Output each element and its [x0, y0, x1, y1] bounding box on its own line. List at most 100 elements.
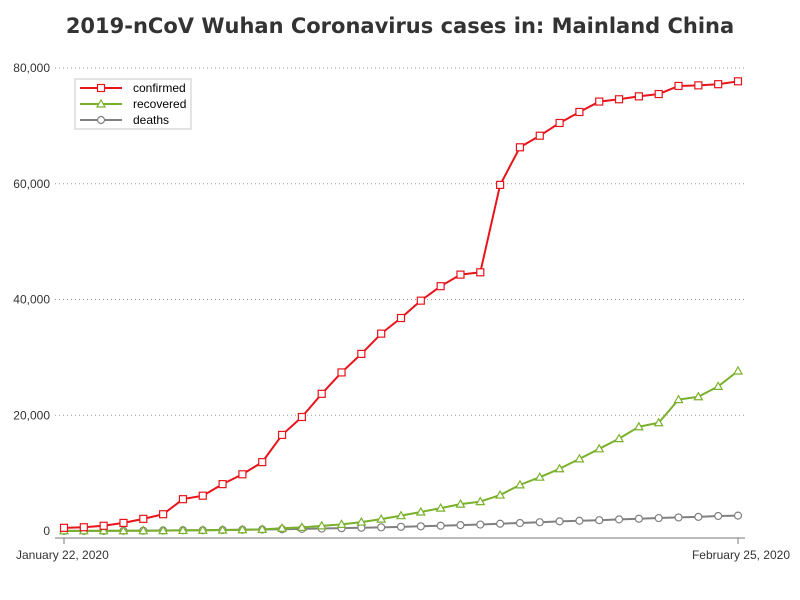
data-point-recovered: [495, 489, 506, 499]
data-point-deaths: [714, 511, 723, 521]
data-point-recovered: [614, 433, 625, 443]
data-point-confirmed: [79, 523, 88, 532]
data-point-recovered: [455, 498, 466, 508]
data-point-recovered: [237, 524, 248, 534]
data-point-confirmed: [634, 92, 643, 101]
data-point-recovered: [197, 525, 208, 534]
data-point-recovered: [336, 519, 347, 528]
data-point-confirmed: [396, 313, 406, 323]
y-tick-label: 40,000: [13, 293, 50, 307]
data-point-deaths: [694, 512, 703, 521]
data-point-confirmed: [139, 514, 148, 523]
data-point-confirmed: [337, 368, 346, 377]
data-point-recovered: [316, 520, 327, 530]
data-point-deaths: [614, 515, 624, 524]
gridlines: [55, 67, 745, 416]
data-point-recovered: [277, 523, 288, 532]
data-point-confirmed: [377, 329, 386, 338]
data-point-deaths: [416, 522, 425, 531]
data-point-recovered: [435, 502, 446, 512]
data-point-deaths: [733, 511, 743, 520]
data-point-deaths: [456, 521, 465, 530]
data-point-deaths: [535, 518, 544, 527]
data-point-recovered: [673, 394, 684, 404]
data-point-confirmed: [99, 521, 108, 530]
data-point-recovered: [118, 525, 129, 535]
data-point-recovered: [514, 479, 525, 489]
y-axis-ticks: 0 20,000 40,000 60,000 80,000: [13, 61, 50, 538]
data-point-recovered: [98, 525, 109, 535]
data-point-confirmed: [436, 282, 445, 291]
data-point-confirmed: [614, 95, 624, 104]
x-tick-label: January 22, 2020: [16, 548, 109, 562]
data-point-confirmed: [119, 518, 128, 527]
legend-marker: [96, 83, 106, 93]
data-point-recovered: [177, 525, 188, 535]
data-point-deaths: [595, 516, 604, 525]
data-point-recovered: [158, 525, 169, 535]
data-point-recovered: [356, 516, 367, 526]
data-point-deaths: [436, 521, 445, 530]
data-point-confirmed: [733, 77, 743, 86]
data-point-confirmed: [258, 458, 267, 467]
data-point-confirmed: [714, 80, 723, 89]
chart-title: 2019-nCoV Wuhan Coronavirus cases in: Ma…: [66, 14, 734, 38]
data-point-confirmed: [456, 270, 465, 279]
data-point-recovered: [376, 513, 387, 523]
legend-item-confirmed: confirmed: [80, 81, 186, 95]
data-point-recovered: [415, 506, 426, 516]
data-point-recovered: [475, 496, 486, 506]
legend-item-deaths: deaths: [80, 113, 169, 127]
data-point-recovered: [217, 524, 228, 534]
legend-item-recovered: recovered: [80, 97, 186, 111]
data-point-confirmed: [535, 131, 544, 140]
data-point-recovered: [594, 443, 605, 453]
series-line-confirmed: [63, 80, 739, 529]
x-axis: January 22, 2020 February 25, 2020: [16, 537, 790, 562]
data-point-confirmed: [218, 480, 227, 489]
data-point-confirmed: [59, 523, 69, 532]
data-point-recovered: [653, 417, 664, 427]
data-point-recovered: [395, 510, 407, 520]
data-point-recovered: [732, 365, 744, 375]
data-point-confirmed: [416, 296, 425, 305]
legend: confirmed recovered deaths: [74, 78, 192, 130]
data-point-confirmed: [515, 143, 525, 152]
data-point-confirmed: [159, 510, 168, 519]
data-point-recovered: [534, 471, 545, 481]
data-point-confirmed: [178, 495, 188, 504]
x-tick-label: February 25, 2020: [692, 548, 790, 562]
data-point-confirmed: [476, 268, 485, 277]
y-tick-label: 20,000: [13, 408, 50, 422]
data-point-deaths: [476, 520, 485, 529]
data-point-recovered: [257, 524, 268, 533]
data-point-recovered: [138, 525, 149, 535]
legend-label: confirmed: [133, 81, 186, 95]
data-point-deaths: [674, 513, 683, 522]
data-point-deaths: [377, 523, 386, 532]
legend-marker: [95, 98, 107, 108]
legend-marker: [96, 115, 106, 125]
data-point-confirmed: [654, 89, 663, 99]
data-point-confirmed: [555, 118, 564, 128]
legend-label: deaths: [133, 113, 169, 127]
y-tick-label: 60,000: [13, 177, 50, 191]
data-point-recovered: [633, 421, 644, 431]
y-tick-label: 0: [43, 524, 50, 538]
data-point-deaths: [634, 514, 643, 523]
y-tick-label: 80,000: [13, 61, 50, 75]
data-point-confirmed: [317, 389, 326, 398]
data-point-recovered: [574, 453, 585, 463]
data-point-confirmed: [277, 430, 287, 440]
series-layer: [58, 77, 744, 536]
data-point-deaths: [575, 516, 584, 525]
data-point-confirmed: [238, 470, 247, 479]
data-point-deaths: [654, 513, 663, 523]
data-point-confirmed: [357, 349, 366, 359]
data-point-deaths: [496, 519, 505, 528]
data-point-deaths: [396, 522, 406, 531]
data-point-confirmed: [496, 180, 505, 190]
data-point-recovered: [554, 463, 565, 473]
data-point-recovered: [693, 391, 704, 401]
